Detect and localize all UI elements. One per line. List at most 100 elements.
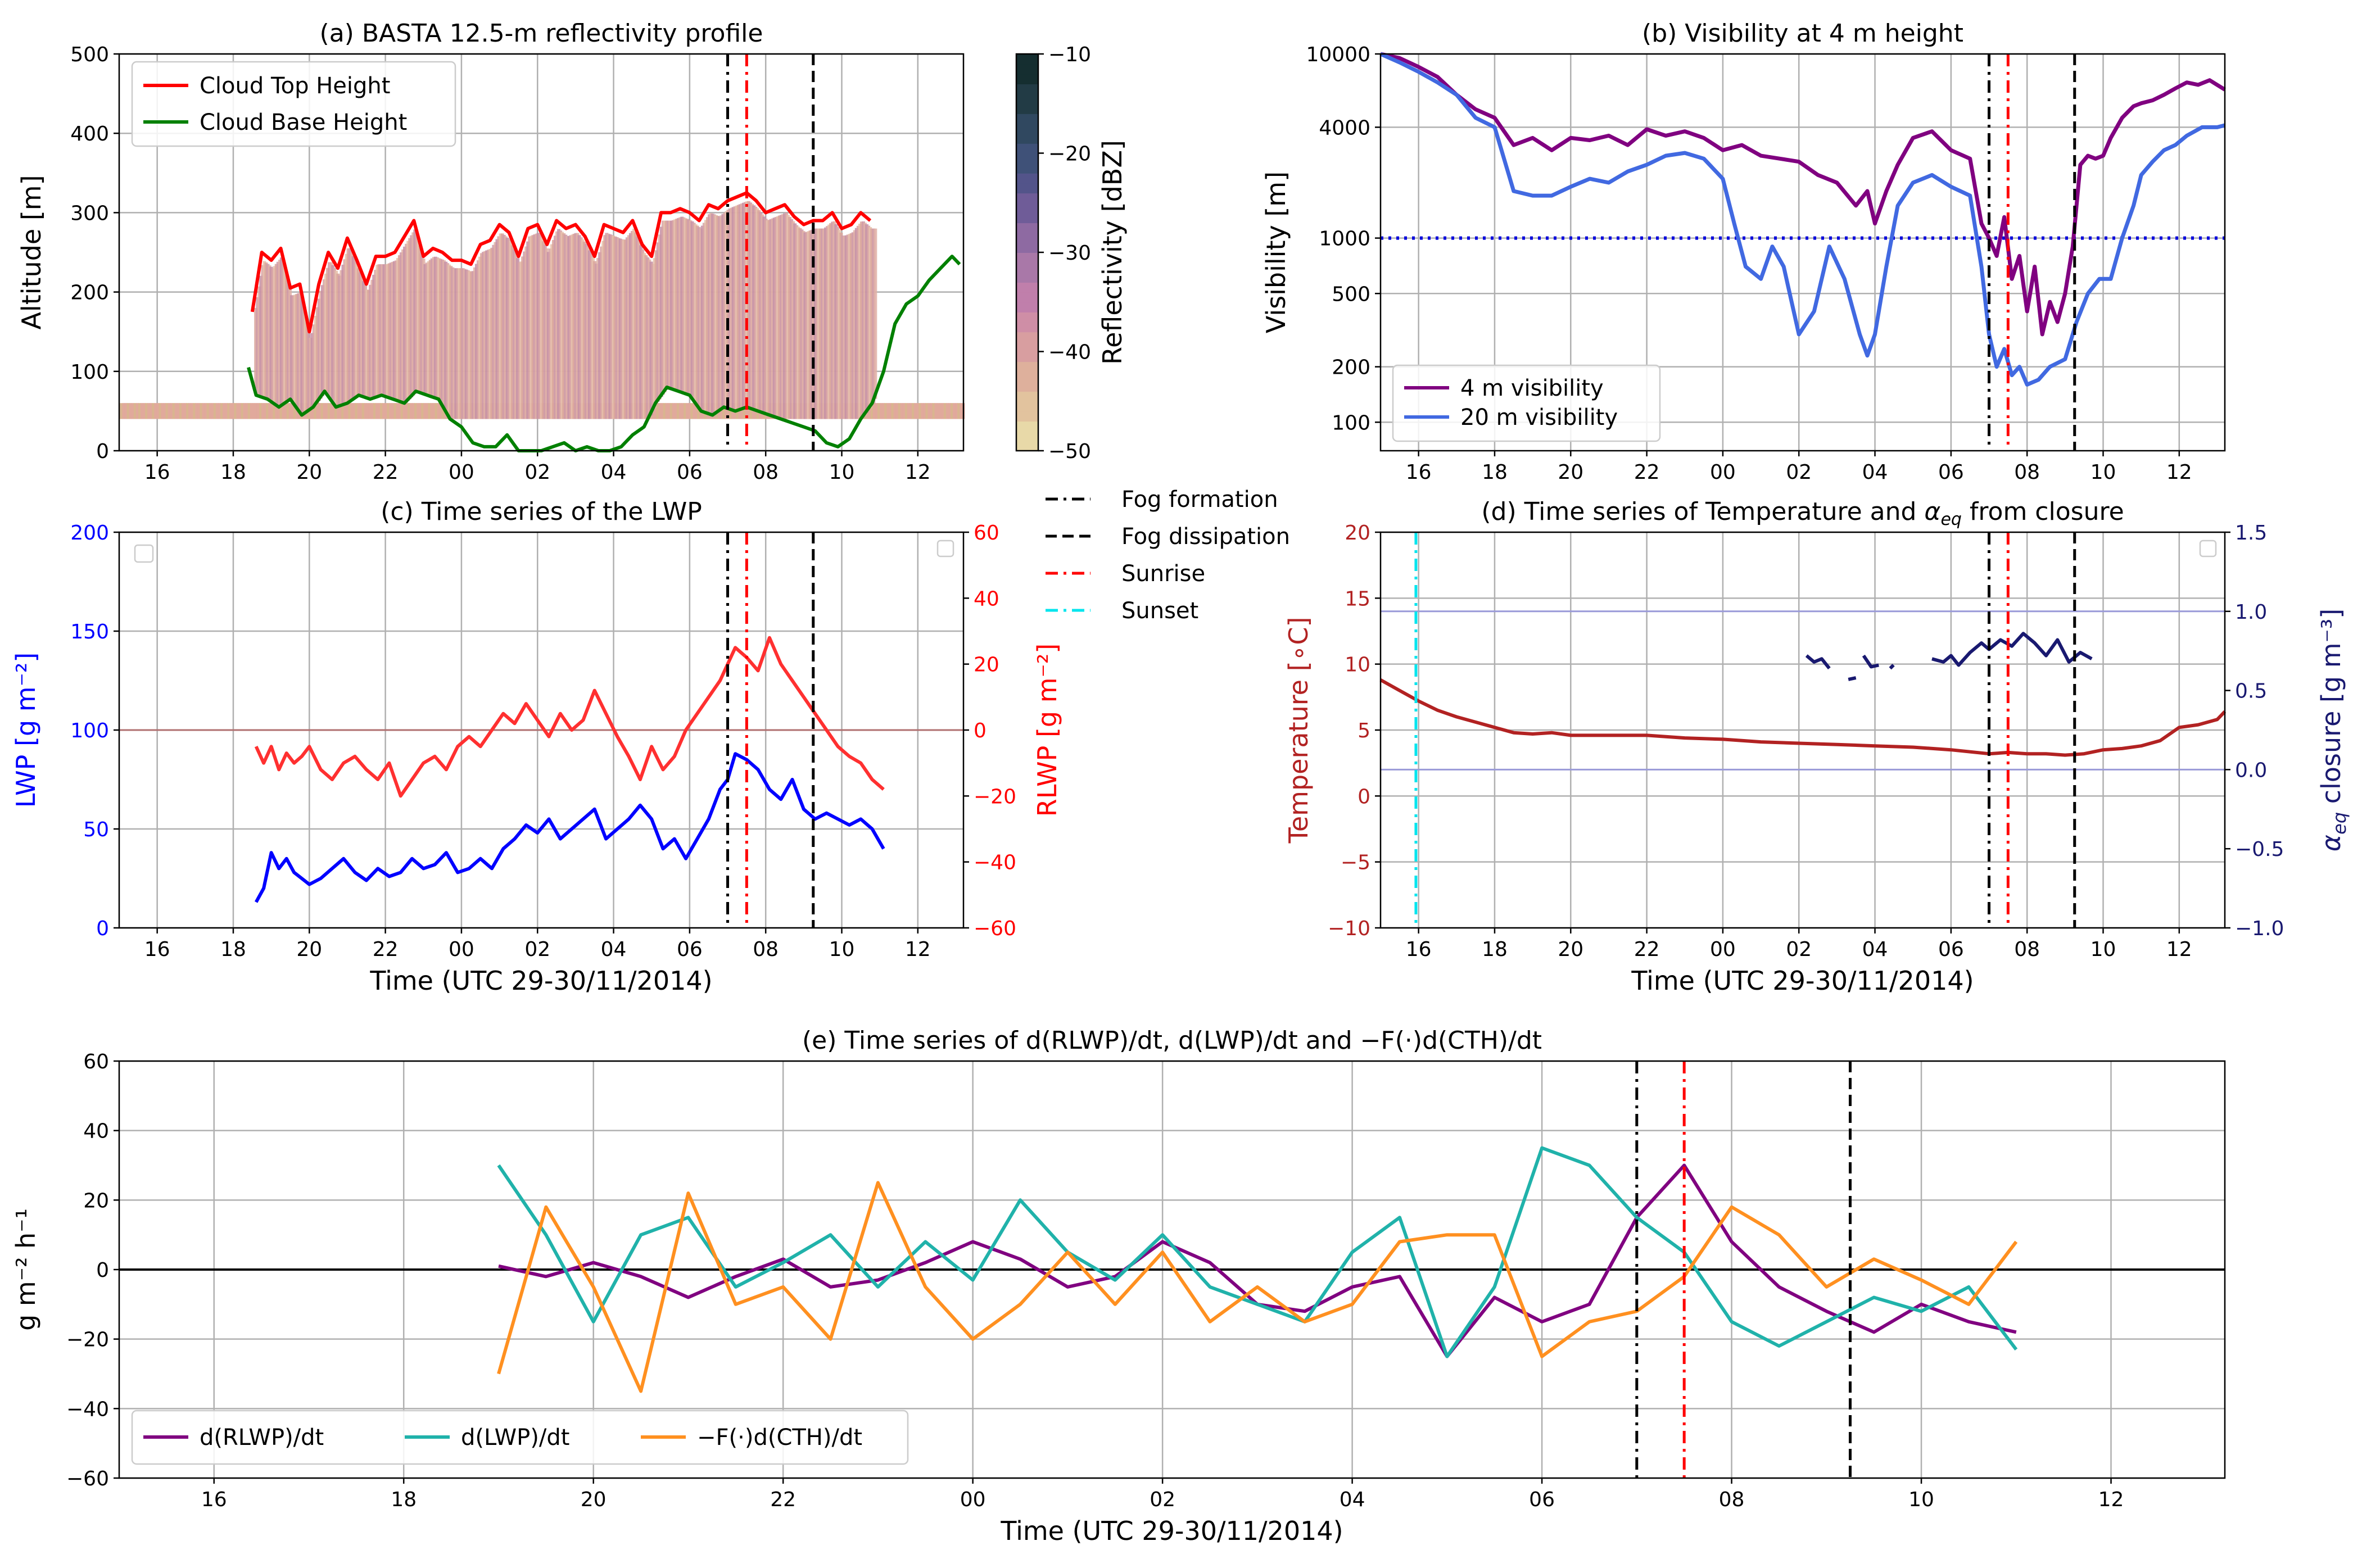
reflectivity-cell: [829, 223, 833, 419]
x-tick-label: 04: [601, 938, 627, 961]
reflectivity-cell: [618, 238, 622, 419]
reflectivity-cell: [331, 265, 335, 401]
reflectivity-cell: [632, 229, 636, 419]
reflectivity-cell: [293, 294, 297, 404]
reflectivity-field: [120, 201, 965, 419]
reflectivity-cell: [694, 224, 698, 401]
reflectivity-cell: [396, 258, 400, 401]
colorbar-segment: [1016, 441, 1038, 451]
x-tick-label: 16: [201, 1488, 227, 1511]
x-tick-label: 20: [1558, 461, 1583, 484]
reflectivity-cell: [504, 236, 508, 419]
reflectivity-cell: [663, 220, 667, 392]
y-tick-label: −20: [66, 1329, 109, 1352]
reflectivity-cell: [340, 270, 343, 406]
legend-box: [131, 1410, 909, 1465]
empty-legend-box: [134, 544, 154, 563]
colorbar-segment: [1016, 163, 1038, 174]
x-tick-label: 06: [677, 461, 703, 484]
reflectivity-cell: [740, 203, 744, 410]
reflectivity-cell: [551, 239, 555, 419]
reflectivity-cell: [623, 239, 627, 419]
reflectivity-cell: [755, 208, 759, 410]
reflectivity-cell: [798, 228, 802, 419]
y-tick-label: 5: [1358, 719, 1370, 742]
reflectivity-cell: [382, 264, 386, 396]
reflectivity-cell: [490, 247, 494, 419]
reflectivity-cell: [741, 202, 745, 409]
reflectivity-cell: [771, 218, 775, 416]
colorbar-segment: [1016, 311, 1038, 323]
reflectivity-cell: [807, 231, 811, 419]
reflectivity-cell: [754, 206, 758, 410]
reflectivity-cell: [762, 216, 766, 413]
reflectivity-cell: [469, 271, 473, 419]
reflectivity-cell: [425, 262, 429, 395]
reflectivity-cell: [401, 249, 405, 402]
reflectivity-cell: [495, 239, 499, 419]
y-tick-label: 200: [70, 522, 109, 545]
reflectivity-cell: [636, 237, 640, 419]
y-right-label-sub: eq: [2329, 812, 2350, 835]
colorbar-segment: [1016, 321, 1038, 333]
reflectivity-cell: [433, 256, 437, 398]
x-tick-label: 10: [1908, 1488, 1934, 1511]
reflectivity-cell: [843, 235, 847, 419]
reflectivity-cell: [743, 202, 747, 409]
reflectivity-cell: [364, 285, 368, 397]
reflectivity-cell: [377, 264, 381, 397]
x-tick-label: 12: [2098, 1488, 2124, 1511]
reflectivity-cell: [714, 215, 718, 414]
reflectivity-cell: [718, 216, 722, 411]
colorbar-segment: [1016, 93, 1038, 105]
y-right-axis-label: RLWP [g m⁻²]: [1032, 643, 1062, 817]
x-tick-label: 04: [1340, 1488, 1365, 1511]
reflectivity-cell: [601, 241, 605, 419]
reflectivity-cell: [699, 228, 703, 409]
reflectivity-cell: [485, 250, 489, 419]
reflectivity-cell: [560, 232, 564, 419]
reflectivity-cell: [677, 217, 681, 391]
x-tick-label: 18: [220, 461, 246, 484]
reflectivity-cell: [494, 242, 497, 419]
reflectivity-cell: [772, 217, 776, 416]
legend-label: 20 m visibility: [1460, 405, 1618, 430]
x-tick-label: 20: [1558, 938, 1583, 961]
panel-d: 16 18 20 22 00 02 04 06 08 10 12 −10 −5 0 5 10 15 20 −1.0 −…: [1283, 497, 2350, 996]
reflectivity-cell: [334, 270, 338, 406]
reflectivity-cell: [345, 253, 349, 404]
colorbar-segment: [1016, 242, 1038, 253]
reflectivity-cell: [600, 246, 604, 419]
reflectivity-cell: [557, 229, 561, 419]
reflectivity-cell: [675, 219, 679, 391]
reflectivity-cell: [598, 252, 602, 419]
legend-label: −F(·)d(CTH)/dt: [697, 1425, 862, 1451]
reflectivity-cell: [336, 273, 340, 407]
reflectivity-cell: [372, 274, 376, 398]
reflectivity-cell: [459, 268, 463, 419]
colorbar-tick-label: −30: [1048, 242, 1091, 265]
reflectivity-cell: [403, 246, 407, 403]
reflectivity-cell: [317, 298, 321, 401]
reflectivity-cell: [745, 201, 749, 408]
reflectivity-cell: [417, 239, 420, 392]
y-right-tick-label: −40: [974, 851, 1016, 874]
reflectivity-cell: [263, 261, 266, 398]
reflectivity-cell: [309, 337, 313, 410]
reflectivity-cell: [329, 262, 333, 398]
reflectivity-cell: [507, 239, 511, 419]
x-tick-label: 12: [905, 461, 931, 484]
reflectivity-cell: [786, 215, 790, 419]
x-tick-label: 10: [2090, 938, 2116, 961]
reflectivity-cell: [759, 212, 763, 411]
chart-title: (b) Visibility at 4 m height: [1642, 19, 1963, 48]
x-tick-label: 22: [373, 938, 399, 961]
reflectivity-cell: [752, 205, 756, 409]
reflectivity-cell: [541, 241, 545, 419]
plot-frame: [118, 1060, 2226, 1479]
reflectivity-cell: [553, 235, 557, 419]
series-line-2-0: [254, 752, 885, 903]
reflectivity-cell: [815, 228, 819, 419]
colorbar-segment: [1016, 252, 1038, 263]
